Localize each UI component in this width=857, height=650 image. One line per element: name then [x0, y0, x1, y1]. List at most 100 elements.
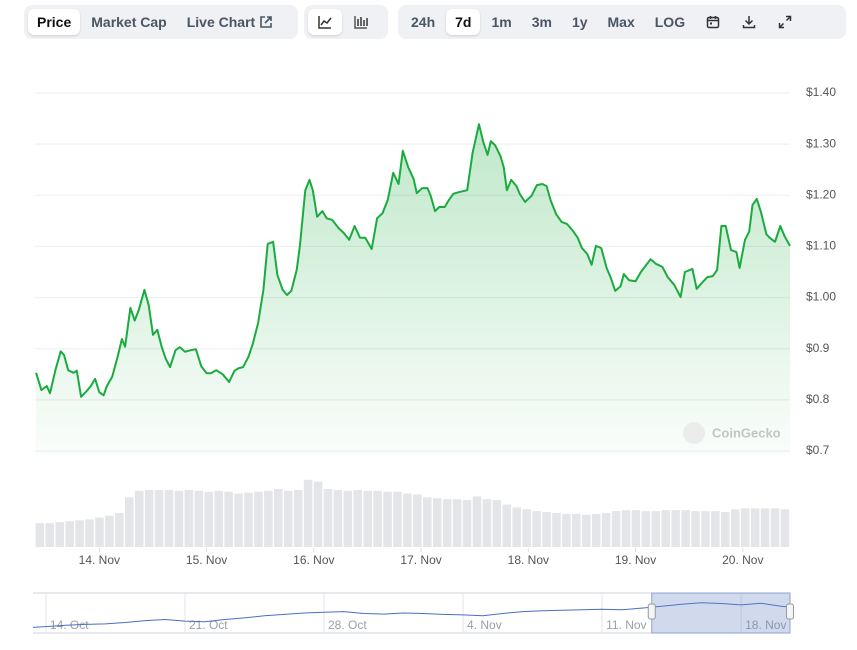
view-label: Market Cap [91, 14, 167, 30]
volume-bar [442, 499, 452, 547]
line-icon [318, 16, 332, 29]
volume-bar [383, 491, 392, 547]
volume-bar [105, 515, 114, 547]
range-button[interactable]: 7d [446, 9, 481, 35]
volume-bar [572, 513, 581, 547]
volume-bar [194, 490, 204, 547]
y-tick-label: $0.8 [806, 392, 830, 406]
volume-bar [214, 490, 223, 547]
volume-bar [45, 523, 55, 547]
volume-bar [711, 511, 720, 547]
navigator-selection [651, 592, 791, 634]
volume-bar [671, 510, 680, 547]
volume-bar [154, 489, 164, 547]
volume-bar [611, 511, 621, 547]
volume-bar [55, 522, 65, 547]
price-area [36, 124, 790, 455]
range-button[interactable]: 3m [531, 14, 552, 30]
y-tick-label: $1.20 [806, 187, 836, 201]
volume-bar [631, 510, 641, 547]
volume-bar [234, 493, 243, 547]
volume-bar [274, 489, 283, 547]
volume-bar [601, 512, 611, 547]
y-tick-label: $0.7 [806, 443, 830, 457]
volume-bar [224, 491, 233, 547]
chart-style-switch [304, 5, 388, 39]
volume-bar [164, 489, 174, 547]
navigator-handle [786, 603, 794, 620]
watermark: CoinGecko [712, 425, 781, 440]
volume-bar [293, 489, 303, 547]
volume-bar [740, 508, 750, 547]
volume-bar [343, 490, 353, 547]
volume-bar [115, 512, 124, 547]
line-style-button[interactable] [308, 9, 342, 35]
download-icon [742, 16, 756, 29]
volume-bar [403, 493, 412, 547]
volume-bar [552, 512, 561, 547]
volume-bar [750, 508, 760, 547]
navigator-tick-label: 11. Nov [606, 618, 646, 632]
volume-bar [502, 504, 512, 547]
view-button[interactable]: Market Cap [82, 9, 175, 35]
download-button[interactable] [732, 9, 766, 35]
volume-bar [591, 513, 601, 547]
volume-bar [472, 496, 482, 547]
x-tick-label: 17. Nov [400, 553, 441, 567]
y-tick-label: $1.40 [806, 85, 836, 99]
volume-bar [760, 508, 770, 547]
view-button[interactable]: Price [28, 9, 81, 35]
calendar-button[interactable] [696, 9, 730, 35]
calendar-icon [706, 16, 720, 29]
volume-bar [244, 492, 253, 547]
candle-style-button[interactable] [344, 9, 378, 35]
volume-bar [681, 510, 690, 547]
navigator-tick-label: 21. Oct [189, 618, 228, 632]
volume-bar [65, 521, 74, 547]
volume-bar [721, 512, 730, 547]
navigator-tick-label: 4. Nov [467, 618, 502, 632]
volume-bar [75, 520, 84, 547]
volume-bar [621, 510, 631, 547]
view-button[interactable]: Live Chart [178, 9, 282, 35]
view-label: Live Chart [186, 14, 256, 30]
range-button[interactable]: 1m [491, 14, 512, 30]
volume-bar [512, 507, 521, 547]
volume-bar [174, 490, 184, 547]
range-button[interactable]: 24h [411, 14, 436, 30]
volume-bar [492, 500, 502, 547]
y-tick-label: $1.00 [806, 290, 836, 304]
watermark-logo [683, 422, 705, 444]
x-tick-label: 19. Nov [615, 553, 656, 567]
volume-bar [35, 523, 45, 547]
volume-bar [125, 497, 134, 547]
range-button[interactable]: 1y [571, 14, 588, 30]
x-tick-label: 14. Nov [79, 553, 120, 567]
y-tick-label: $1.10 [806, 239, 836, 253]
x-tick-label: 20. Nov [722, 553, 763, 567]
volume-bar [452, 499, 462, 547]
range-button[interactable]: LOG [654, 14, 686, 30]
navigator-tick-label: 28. Oct [328, 618, 367, 632]
volume-bar [562, 513, 571, 547]
volume-bar [651, 511, 661, 547]
volume-bar [303, 479, 313, 547]
y-tick-label: $0.9 [806, 341, 830, 355]
x-tick-label: 16. Nov [293, 553, 334, 567]
plot-layer: $1.40 $1.30 $1.20 $1.10 $1.00 $0.9 $0.8 $0.7 14.… [32, 85, 836, 634]
view-switch: Price Market Cap Live Chart [24, 5, 298, 39]
navigator-line [32, 602, 791, 628]
volume-bar [413, 494, 422, 547]
volume-bar [522, 509, 531, 547]
expand-icon [778, 15, 792, 29]
external-icon [260, 16, 272, 28]
x-tick-label: 15. Nov [186, 553, 227, 567]
volume-bar [641, 511, 651, 547]
volume-bar [730, 509, 740, 547]
range-button[interactable]: Max [607, 14, 635, 30]
volume-bar [204, 491, 214, 547]
volume-bar [581, 514, 591, 547]
expand-button[interactable] [768, 9, 802, 35]
volume-bar [661, 510, 670, 547]
